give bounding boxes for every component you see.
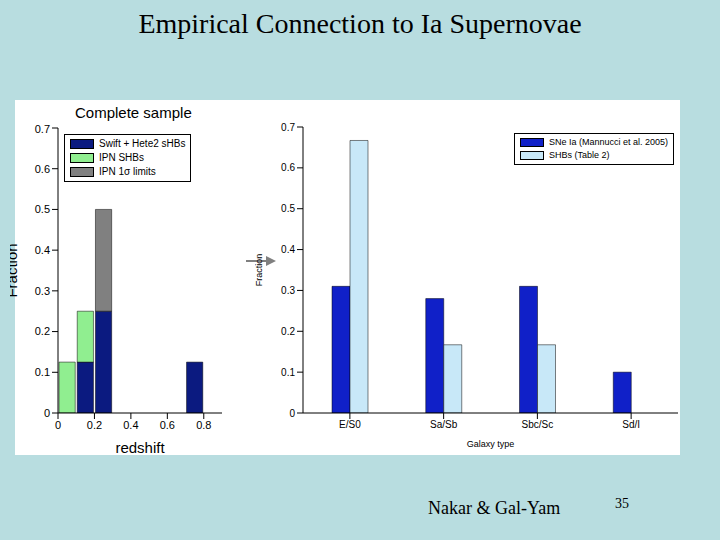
- svg-text:0: 0: [55, 419, 61, 431]
- svg-text:0.2: 0.2: [87, 419, 102, 431]
- svg-text:0.7: 0.7: [35, 123, 50, 135]
- svg-text:0.5: 0.5: [35, 203, 50, 215]
- svg-text:0.6: 0.6: [281, 162, 295, 173]
- svg-text:0.3: 0.3: [281, 285, 295, 296]
- svg-text:0.2: 0.2: [35, 325, 50, 337]
- svg-text:Sa/Sb: Sa/Sb: [430, 419, 458, 430]
- svg-text:Galaxy type: Galaxy type: [467, 439, 515, 449]
- svg-text:Fraction: Fraction: [10, 243, 20, 297]
- html-text:SHBs (Table 2): SHBs (Table 2): [548, 150, 610, 160]
- svg-text:0.2: 0.2: [281, 326, 295, 337]
- svg-text:0.7: 0.7: [281, 122, 295, 133]
- svg-text:E/S0: E/S0: [339, 419, 361, 430]
- html-text:Swift + Hete2 sHBs: Swift + Hete2 sHBs: [99, 138, 186, 149]
- svg-text:0: 0: [44, 407, 50, 419]
- html-text:Empirical Connection to Ia Sup: Empirical Connection to Ia Supernovae: [138, 8, 582, 39]
- html-text:SNe Ia (Mannucci et al. 2005): SNe Ia (Mannucci et al. 2005): [548, 137, 668, 147]
- svg-text:0.8: 0.8: [196, 419, 211, 431]
- svg-text:0.4: 0.4: [35, 244, 50, 256]
- svg-text:0: 0: [289, 408, 295, 419]
- svg-text:redshift: redshift: [115, 439, 165, 453]
- svg-text:0.1: 0.1: [35, 366, 50, 378]
- html-text:35: 35: [615, 496, 629, 511]
- svg-text:Fraction: Fraction: [255, 254, 264, 287]
- html-text:Complete sample: Complete sample: [75, 104, 192, 121]
- svg-text:0.4: 0.4: [123, 419, 138, 431]
- html-text:IPN 1σ limits: IPN 1σ limits: [99, 166, 156, 177]
- svg-text:Sd/I: Sd/I: [622, 419, 640, 430]
- svg-text:0.6: 0.6: [35, 163, 50, 175]
- svg-text:0.5: 0.5: [281, 203, 295, 214]
- html-text:Nakar & Gal-Yam: Nakar & Gal-Yam: [428, 498, 561, 518]
- svg-text:Sbc/Sc: Sbc/Sc: [522, 419, 554, 430]
- svg-text:0.6: 0.6: [160, 419, 175, 431]
- html-text:IPN SHBs: IPN SHBs: [99, 152, 144, 163]
- svg-text:0.4: 0.4: [281, 244, 295, 255]
- svg-text:0.1: 0.1: [281, 367, 295, 378]
- svg-text:0.3: 0.3: [35, 285, 50, 297]
